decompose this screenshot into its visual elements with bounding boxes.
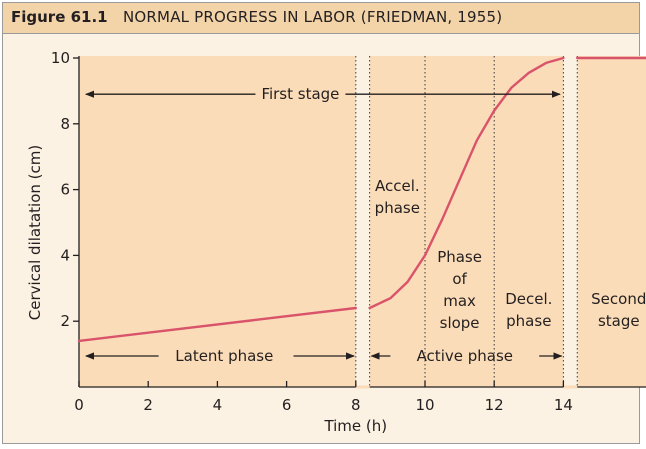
y-tick-label: 10: [51, 49, 70, 67]
figure-header: Figure 61.1 NORMAL PROGRESS IN LABOR (FR…: [3, 3, 639, 34]
accel-phase-label: Accel.: [375, 177, 420, 195]
figure-label: Figure 61.1: [11, 8, 108, 26]
x-tick-label: 2: [143, 396, 153, 414]
y-tick-label: 4: [60, 246, 70, 264]
first-stage-label: First stage: [261, 85, 339, 103]
max-slope-phase-label: Phase: [437, 248, 482, 266]
y-tick-label: 6: [60, 181, 70, 199]
active-phase-label: Active phase: [417, 347, 513, 365]
second-stage-label: Second: [591, 290, 646, 308]
x-tick-label: 4: [213, 396, 223, 414]
active-panel: [369, 56, 564, 387]
accel-phase-label: phase: [375, 199, 420, 217]
y-axis-title: Cervical dilatation (cm): [26, 145, 44, 320]
curve-active: [368, 56, 565, 310]
latent-phase-label: Latent phase: [175, 347, 273, 365]
decel-phase-label: Decel.: [505, 290, 552, 308]
curve-latent: [77, 306, 357, 343]
y-tick-label: 2: [60, 312, 70, 330]
x-tick-label: 0: [74, 396, 84, 414]
decel-phase-label: phase: [506, 312, 551, 330]
x-tick-label: 14: [554, 396, 573, 414]
x-tick-label: 12: [485, 396, 504, 414]
max-slope-phase-label: slope: [440, 314, 480, 332]
second-stage-panel: [577, 56, 646, 387]
x-tick-label: 10: [415, 396, 434, 414]
x-tick-label: 8: [351, 396, 361, 414]
x-tick-label: 6: [282, 396, 292, 414]
latent-panel: [79, 56, 356, 387]
max-slope-phase-label: of: [452, 270, 467, 288]
y-tick-label: 8: [60, 115, 70, 133]
figure-title: NORMAL PROGRESS IN LABOR (FRIEDMAN, 1955…: [123, 8, 503, 26]
max-slope-phase-label: max: [443, 292, 476, 310]
x-axis-title: Time (h): [323, 417, 387, 435]
second-stage-label: stage: [598, 312, 640, 330]
